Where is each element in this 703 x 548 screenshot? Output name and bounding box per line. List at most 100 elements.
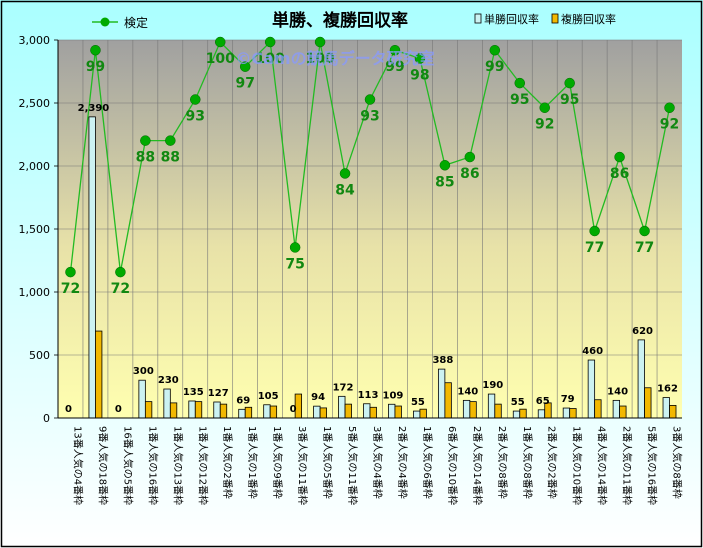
bar-fukusho bbox=[619, 405, 627, 419]
x-category-label: 1番人気の2番枠 bbox=[221, 426, 234, 499]
legend-bar2-swatch bbox=[551, 13, 559, 24]
kentei-point bbox=[264, 36, 276, 48]
bar-tansho bbox=[313, 405, 321, 419]
bar-data-label: 55 bbox=[411, 397, 425, 408]
bar-tansho bbox=[413, 410, 421, 419]
bar-data-label: 135 bbox=[183, 387, 204, 398]
bar-data-label: 105 bbox=[258, 391, 279, 402]
bar-data-label: 162 bbox=[657, 384, 678, 395]
kentei-point bbox=[389, 44, 401, 56]
kentei-data-label: 92 bbox=[660, 117, 679, 133]
bar-fukusho bbox=[144, 401, 153, 419]
x-category-label: 1番人気の12番枠 bbox=[196, 426, 209, 505]
bar-fukusho bbox=[244, 406, 253, 419]
bar-fukusho bbox=[519, 408, 527, 419]
bar-data-label: 190 bbox=[482, 380, 503, 391]
kentei-data-label: 99 bbox=[385, 59, 404, 75]
kentei-point bbox=[639, 225, 650, 237]
bar-fukusho bbox=[95, 330, 103, 419]
kentei-data-label: 75 bbox=[285, 256, 304, 272]
x-category-label: 1番人気の16番枠 bbox=[146, 426, 159, 505]
kentei-data-label: 93 bbox=[186, 109, 205, 125]
x-category-label: 1番人気の9番枠 bbox=[271, 426, 284, 499]
bar-data-label: 140 bbox=[457, 386, 478, 397]
kentei-point bbox=[314, 36, 326, 48]
kentei-data-label: 77 bbox=[635, 240, 654, 256]
kentei-point bbox=[514, 77, 526, 89]
kentei-point bbox=[489, 44, 501, 56]
kentei-data-label: 97 bbox=[235, 76, 254, 92]
y-tick-label: 0 bbox=[43, 412, 50, 425]
x-category-label: 1番人気の10番枠 bbox=[571, 426, 584, 505]
x-category-label: 3番人気の4番枠 bbox=[371, 426, 384, 499]
bar-tansho bbox=[88, 116, 96, 419]
bar-data-label: 94 bbox=[311, 392, 325, 403]
legend: 検定 単勝回収率 複勝回収率 bbox=[92, 12, 616, 30]
kentei-data-label: 100 bbox=[206, 51, 235, 67]
bar-tansho bbox=[512, 410, 521, 419]
kentei-data-label: 86 bbox=[460, 166, 479, 182]
bar-data-label: 620 bbox=[632, 326, 653, 337]
bar-data-label: 388 bbox=[432, 355, 453, 366]
bar-tansho bbox=[487, 393, 496, 419]
bar-tansho bbox=[587, 359, 596, 419]
kentei-data-label: 95 bbox=[560, 92, 579, 108]
bar-tansho bbox=[537, 409, 546, 419]
bar-tansho bbox=[163, 388, 171, 419]
bar-data-label: 79 bbox=[561, 394, 575, 405]
axis-layer: 0 500 1,000 1,500 2,000 2,500 3,000 13番人気の4番枠 9番… bbox=[19, 34, 684, 505]
x-category-label: 3番人気の8番枠 bbox=[671, 426, 684, 499]
kentei-point bbox=[564, 77, 575, 89]
x-category-label: 4番人気の14番枠 bbox=[596, 426, 609, 505]
bar-fukusho bbox=[269, 405, 278, 419]
line-layer bbox=[65, 36, 675, 278]
x-category-label: 5番人気の16番枠 bbox=[646, 426, 659, 505]
bar-data-label: 0 bbox=[115, 404, 122, 415]
kentei-point bbox=[289, 242, 301, 253]
x-category-label: 2番人気の4番枠 bbox=[396, 426, 409, 499]
bar-fukusho bbox=[369, 406, 377, 419]
kentei-data-label: 100 bbox=[256, 51, 285, 67]
x-category-label: 5番人気の11番枠 bbox=[346, 426, 359, 505]
x-category-label: 2番人気の8番枠 bbox=[496, 426, 509, 499]
bar-data-label: 65 bbox=[536, 396, 550, 407]
bar-data-label: 0 bbox=[65, 404, 72, 415]
bar-fukusho bbox=[444, 382, 452, 419]
bar-fukusho bbox=[644, 387, 652, 419]
kentei-data-label: 88 bbox=[161, 150, 180, 166]
bar-fukusho bbox=[669, 404, 677, 419]
x-category-label: 2番人気の11番枠 bbox=[621, 426, 634, 505]
x-category-label: 1番人気の1番枠 bbox=[246, 426, 259, 499]
x-category-label: 16番人気の5番枠 bbox=[121, 426, 134, 505]
kentei-data-label: 100 bbox=[305, 51, 334, 67]
kentei-point bbox=[539, 102, 550, 113]
kentei-point bbox=[589, 225, 600, 237]
bar-tansho bbox=[238, 408, 246, 419]
bar-data-label: 460 bbox=[582, 346, 603, 357]
kentei-point bbox=[464, 151, 476, 163]
bar-data-label: 109 bbox=[383, 390, 404, 401]
kentei-data-label: 77 bbox=[585, 240, 604, 256]
watermark-text: ©Camの競馬データ研究室 bbox=[235, 49, 434, 68]
kentei-point bbox=[614, 151, 625, 163]
kentei-point bbox=[214, 36, 226, 48]
x-category-label: 2番人気の2番枠 bbox=[546, 426, 559, 499]
bar-fukusho bbox=[569, 408, 577, 419]
bar-data-label: 0 bbox=[290, 404, 297, 415]
legend-bar1-swatch bbox=[474, 13, 482, 24]
kentei-data-label: 72 bbox=[111, 281, 130, 297]
kentei-data-label: 93 bbox=[360, 109, 379, 125]
x-category-label: 6番人気の10番枠 bbox=[446, 426, 459, 505]
bar-tansho bbox=[213, 401, 221, 419]
kentei-data-label: 72 bbox=[61, 281, 80, 297]
bar-fukusho bbox=[219, 403, 228, 419]
bar-data-label: 2,390 bbox=[78, 103, 110, 114]
bar-tansho bbox=[612, 399, 621, 419]
x-category-label: 3番人気の11番枠 bbox=[296, 426, 309, 505]
x-category-label: 9番人気の18番枠 bbox=[96, 426, 109, 505]
bar-tansho bbox=[363, 403, 371, 419]
x-category-label: 1番人気の13番枠 bbox=[171, 426, 184, 505]
legend-bar2-label: 複勝回収率 bbox=[561, 12, 616, 26]
